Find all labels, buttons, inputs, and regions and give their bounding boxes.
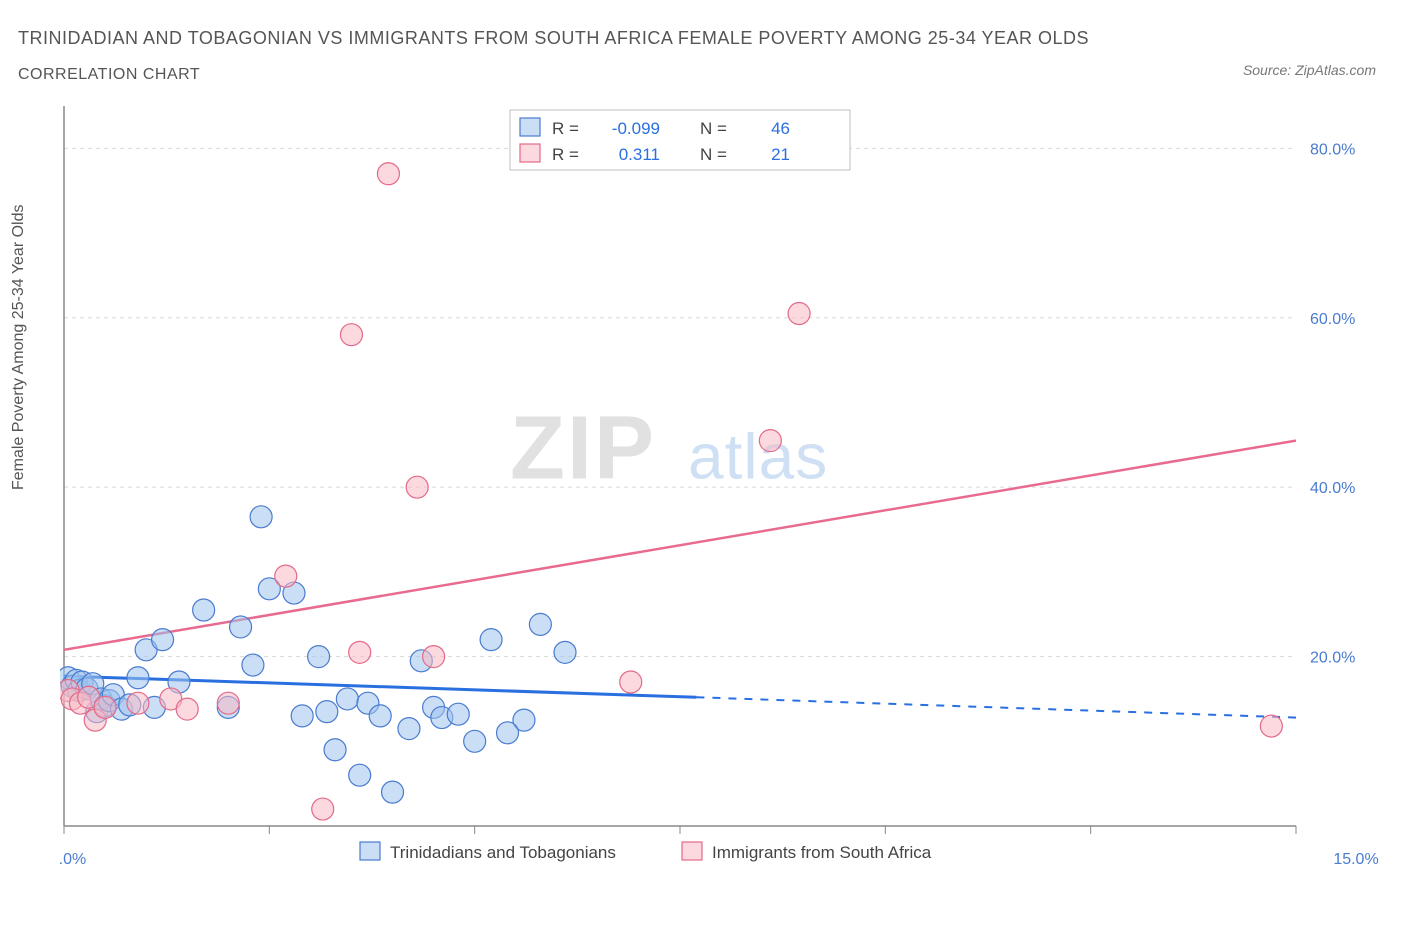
data-point bbox=[349, 764, 371, 786]
data-point bbox=[382, 781, 404, 803]
data-point bbox=[377, 163, 399, 185]
data-point bbox=[1260, 715, 1282, 737]
bottom-legend-label: Immigrants from South Africa bbox=[712, 843, 932, 862]
data-point bbox=[554, 641, 576, 663]
data-point bbox=[127, 692, 149, 714]
data-point bbox=[152, 629, 174, 651]
data-point bbox=[176, 698, 198, 720]
stats-legend-n-value: 21 bbox=[771, 145, 790, 164]
y-tick-label: 20.0% bbox=[1310, 650, 1355, 667]
data-point bbox=[406, 476, 428, 498]
bottom-legend-label: Trinidadians and Tobagonians bbox=[390, 843, 616, 862]
stats-legend-n-label: N = bbox=[700, 119, 727, 138]
y-tick-label: 60.0% bbox=[1310, 311, 1355, 328]
trend-line-pink bbox=[64, 441, 1296, 650]
bottom-legend-swatch bbox=[682, 842, 702, 860]
stats-legend-r-value: -0.099 bbox=[612, 119, 660, 138]
watermark-part2: atlas bbox=[688, 421, 828, 493]
data-point bbox=[275, 565, 297, 587]
data-point bbox=[398, 718, 420, 740]
chart-container: TRINIDADIAN AND TOBAGONIAN VS IMMIGRANTS… bbox=[0, 0, 1406, 930]
data-point bbox=[324, 739, 346, 761]
data-point bbox=[336, 688, 358, 710]
stats-legend-r-label: R = bbox=[552, 145, 579, 164]
stats-legend-r-label: R = bbox=[552, 119, 579, 138]
watermark-part1: ZIP bbox=[510, 399, 656, 499]
data-point bbox=[291, 705, 313, 727]
x-tick-label-max: 15.0% bbox=[1333, 851, 1378, 868]
data-point bbox=[308, 646, 330, 668]
bottom-legend-swatch bbox=[360, 842, 380, 860]
y-axis-label: Female Poverty Among 25-34 Year Olds bbox=[10, 205, 28, 491]
data-point bbox=[369, 705, 391, 727]
plot-area: 20.0% 40.0% 60.0% 80.0% ZIP atlas 0.0% 15.0% R =… bbox=[60, 100, 1380, 880]
stats-legend-n-label: N = bbox=[700, 145, 727, 164]
data-point bbox=[230, 616, 252, 638]
data-point bbox=[193, 599, 215, 621]
x-tick-label-min: 0.0% bbox=[60, 851, 86, 868]
data-point bbox=[788, 303, 810, 325]
data-point bbox=[497, 722, 519, 744]
data-point bbox=[759, 430, 781, 452]
data-point bbox=[127, 667, 149, 689]
data-point bbox=[464, 730, 486, 752]
source-label: Source: ZipAtlas.com bbox=[1243, 62, 1376, 78]
data-point bbox=[423, 646, 445, 668]
y-tick-label: 40.0% bbox=[1310, 480, 1355, 497]
data-point bbox=[447, 703, 469, 725]
y-tick-label: 80.0% bbox=[1310, 141, 1355, 158]
data-point bbox=[217, 692, 239, 714]
data-point bbox=[349, 641, 371, 663]
data-point bbox=[480, 629, 502, 651]
trend-line-blue-solid bbox=[64, 676, 696, 697]
data-point bbox=[529, 613, 551, 635]
trend-line-blue-dash bbox=[696, 697, 1296, 717]
stats-legend-r-value: 0.311 bbox=[619, 145, 660, 164]
data-point bbox=[242, 654, 264, 676]
stats-legend-swatch bbox=[520, 118, 540, 136]
stats-legend-swatch bbox=[520, 144, 540, 162]
title-line-2: CORRELATION CHART bbox=[18, 66, 200, 84]
stats-legend-n-value: 46 bbox=[771, 119, 790, 138]
data-point bbox=[620, 671, 642, 693]
data-point bbox=[94, 696, 116, 718]
chart-svg: 20.0% 40.0% 60.0% 80.0% ZIP atlas 0.0% 15.0% R =… bbox=[60, 100, 1380, 880]
data-point bbox=[316, 701, 338, 723]
data-point bbox=[312, 798, 334, 820]
title-line-1: TRINIDADIAN AND TOBAGONIAN VS IMMIGRANTS… bbox=[18, 28, 1089, 49]
data-point bbox=[250, 506, 272, 528]
data-point bbox=[340, 324, 362, 346]
